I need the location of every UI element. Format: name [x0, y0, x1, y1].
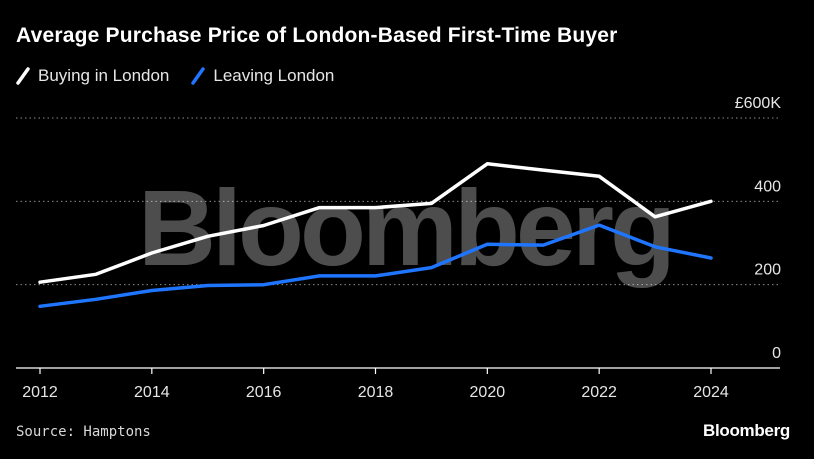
- watermark-logo: Bloomberg: [138, 167, 672, 288]
- legend-swatch-buying: [16, 67, 30, 85]
- x-tick-label: 2012: [22, 384, 58, 401]
- legend-item-buying: Buying in London: [16, 66, 169, 86]
- legend-label-buying: Buying in London: [38, 66, 170, 85]
- x-axis: 2012 2014 2016 2018 2020 2022 2024: [16, 367, 780, 401]
- y-tick-label: 200: [754, 262, 781, 279]
- legend-swatch-leaving: [191, 67, 206, 85]
- x-tick-label: 2020: [470, 384, 506, 401]
- x-tick-label: 2014: [134, 384, 170, 401]
- gridlines: [16, 117, 780, 286]
- y-tick-label: £600K: [735, 95, 782, 112]
- x-tick-label: 2016: [246, 384, 282, 401]
- legend: Buying in London Leaving London: [16, 66, 334, 86]
- y-axis-labels: 0 200 400 £600K: [735, 95, 782, 362]
- x-tick-label: 2024: [693, 384, 729, 401]
- x-tick-label: 2022: [581, 384, 617, 401]
- x-tick-label: 2018: [358, 384, 394, 401]
- bloomberg-logo: Bloomberg: [702, 421, 790, 440]
- y-tick-label: 0: [772, 345, 781, 362]
- series-lines: [38, 162, 713, 309]
- series-line-buying: [38, 162, 713, 284]
- source-note: Source: Hamptons: [16, 424, 151, 440]
- y-tick-label: 400: [754, 178, 781, 195]
- series-line-leaving: [38, 223, 713, 309]
- legend-label-leaving: Leaving London: [213, 66, 335, 85]
- chart-title: Average Purchase Price of London-Based F…: [16, 24, 618, 47]
- legend-item-leaving: Leaving London: [191, 66, 334, 86]
